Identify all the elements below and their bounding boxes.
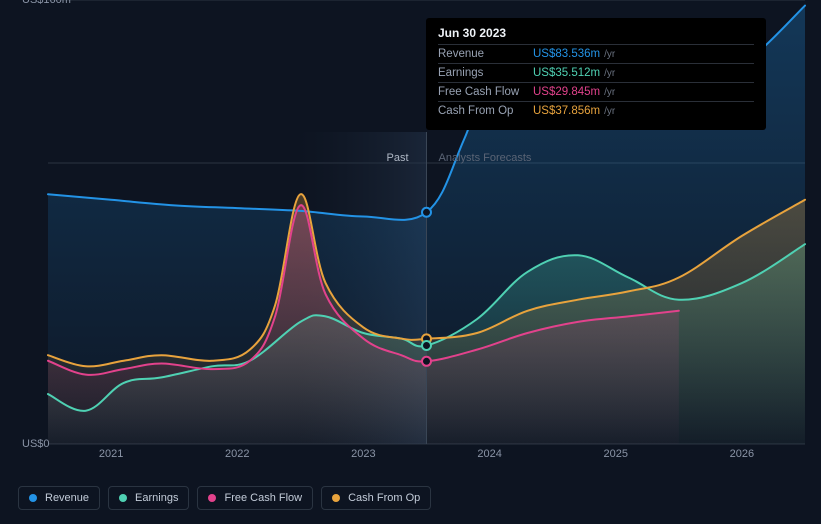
legend-swatch-icon bbox=[119, 494, 127, 502]
tooltip-row: Free Cash FlowUS$29.845m/yr bbox=[438, 82, 754, 101]
tooltip-row-value: US$83.536m bbox=[533, 48, 600, 60]
legend: Revenue Earnings Free Cash Flow Cash From O… bbox=[18, 486, 431, 510]
x-axis-label: 2021 bbox=[99, 448, 123, 460]
legend-label: Earnings bbox=[135, 492, 178, 504]
legend-item-revenue[interactable]: Revenue bbox=[18, 486, 100, 510]
tooltip-row-unit: /yr bbox=[604, 68, 615, 79]
y-axis-label: US$160m bbox=[22, 0, 67, 6]
marker-earnings[interactable] bbox=[422, 341, 431, 350]
legend-item-earnings[interactable]: Earnings bbox=[108, 486, 189, 510]
marker-revenue[interactable] bbox=[422, 208, 431, 217]
tooltip-row-value: US$35.512m bbox=[533, 67, 600, 79]
tooltip-row: EarningsUS$35.512m/yr bbox=[438, 63, 754, 82]
tooltip-row-label: Earnings bbox=[438, 67, 533, 79]
tooltip-rows: RevenueUS$83.536m/yrEarningsUS$35.512m/y… bbox=[438, 44, 754, 120]
x-axis-label: 2024 bbox=[477, 448, 501, 460]
tooltip-row: Cash From OpUS$37.856m/yr bbox=[438, 101, 754, 120]
legend-swatch-icon bbox=[208, 494, 216, 502]
tooltip-row-unit: /yr bbox=[604, 49, 615, 60]
x-axis-label: 2022 bbox=[225, 448, 249, 460]
tooltip-row-label: Free Cash Flow bbox=[438, 86, 533, 98]
x-axis-label: 2026 bbox=[730, 448, 754, 460]
tooltip-row-value: US$37.856m bbox=[533, 105, 600, 117]
legend-label: Cash From Op bbox=[348, 492, 420, 504]
tooltip-row-label: Revenue bbox=[438, 48, 533, 60]
legend-swatch-icon bbox=[29, 494, 37, 502]
tooltip-row-value: US$29.845m bbox=[533, 86, 600, 98]
tooltip-row-unit: /yr bbox=[604, 106, 615, 117]
legend-swatch-icon bbox=[332, 494, 340, 502]
x-axis-label: 2023 bbox=[351, 448, 375, 460]
chart-container: Jun 30 2023 RevenueUS$83.536m/yrEarnings… bbox=[0, 0, 821, 524]
tooltip-row-unit: /yr bbox=[604, 87, 615, 98]
legend-item-free_cash_flow[interactable]: Free Cash Flow bbox=[197, 486, 313, 510]
legend-item-cash_from_op[interactable]: Cash From Op bbox=[321, 486, 431, 510]
legend-label: Free Cash Flow bbox=[224, 492, 302, 504]
forecast-label: Analysts Forecasts bbox=[433, 152, 532, 164]
y-axis-label: US$0 bbox=[22, 438, 67, 450]
tooltip-row: RevenueUS$83.536m/yr bbox=[438, 44, 754, 63]
past-label: Past bbox=[387, 152, 415, 164]
chart-tooltip: Jun 30 2023 RevenueUS$83.536m/yrEarnings… bbox=[426, 18, 766, 130]
legend-label: Revenue bbox=[45, 492, 89, 504]
marker-free_cash_flow[interactable] bbox=[422, 357, 431, 366]
tooltip-title: Jun 30 2023 bbox=[438, 26, 754, 44]
x-axis-label: 2025 bbox=[604, 448, 628, 460]
tooltip-row-label: Cash From Op bbox=[438, 105, 533, 117]
